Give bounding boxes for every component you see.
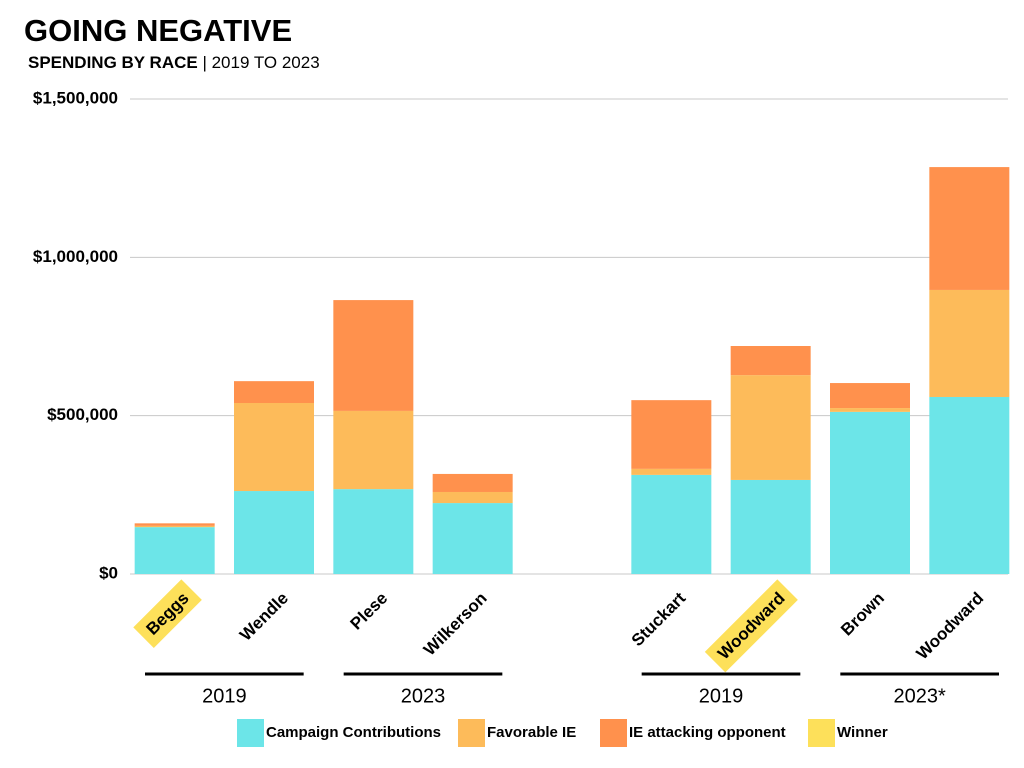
category-label-group: Stuckart bbox=[628, 588, 690, 650]
bar-segment bbox=[234, 381, 314, 403]
legend-swatch bbox=[458, 719, 485, 747]
bar-segment bbox=[134, 523, 215, 526]
bar-segment bbox=[234, 403, 314, 492]
bar-segment bbox=[631, 474, 712, 574]
legend-swatch bbox=[237, 719, 264, 747]
x-tick-label: Wendle bbox=[236, 589, 292, 645]
category-label-group: Plese bbox=[346, 589, 391, 634]
y-tick-label: $500,000 bbox=[47, 405, 118, 424]
category-label-group: Brown bbox=[837, 589, 888, 640]
legend-label: Winner bbox=[837, 724, 888, 741]
bar-segment bbox=[432, 473, 513, 492]
subtitle-main: SPENDING BY RACE bbox=[28, 53, 198, 72]
winner-highlight bbox=[704, 579, 798, 673]
x-tick-label: Woodward bbox=[714, 589, 789, 664]
chart-title: GOING NEGATIVE bbox=[24, 13, 292, 48]
group-label: 2023* bbox=[894, 685, 946, 707]
chart-subtitle: SPENDING BY RACE | 2019 TO 2023 bbox=[28, 53, 320, 72]
x-tick-label: Wilkerson bbox=[420, 589, 491, 660]
subtitle-range: | 2019 TO 2023 bbox=[202, 53, 319, 72]
group-label: 2023 bbox=[401, 685, 446, 707]
legend-label: IE attacking opponent bbox=[629, 724, 786, 741]
bar-segment bbox=[929, 289, 1010, 397]
y-tick-label: $0 bbox=[99, 563, 118, 582]
bar-segment bbox=[134, 527, 215, 574]
bar-segment bbox=[134, 525, 215, 528]
bar-segment bbox=[234, 491, 314, 574]
bar-segment bbox=[631, 400, 712, 469]
category-label-group: Beggs bbox=[133, 579, 202, 648]
bar-segment bbox=[730, 346, 811, 376]
legend-swatch bbox=[808, 719, 835, 747]
category-label-group: Woodward bbox=[704, 579, 798, 673]
group-label: 2019 bbox=[699, 685, 744, 707]
x-tick-label: Woodward bbox=[913, 589, 988, 664]
bar-segment bbox=[830, 383, 910, 409]
category-label-group: Woodward bbox=[913, 589, 988, 664]
bar-segment bbox=[333, 300, 414, 411]
x-tick-label: Stuckart bbox=[628, 588, 690, 650]
bar-segment bbox=[929, 167, 1010, 290]
bar-segment bbox=[929, 396, 1010, 574]
bar-segment bbox=[830, 411, 910, 574]
x-tick-label: Plese bbox=[346, 589, 391, 634]
bar-segment bbox=[730, 375, 811, 480]
legend-swatch bbox=[600, 719, 627, 747]
bar-segment bbox=[333, 410, 414, 490]
bar-segment bbox=[830, 408, 910, 412]
category-label-group: Wendle bbox=[236, 589, 292, 645]
bar-segment bbox=[730, 479, 811, 574]
y-tick-label: $1,500,000 bbox=[33, 88, 118, 107]
group-label: 2019 bbox=[202, 685, 247, 707]
legend-label: Campaign Contributions bbox=[266, 724, 441, 741]
x-tick-label: Brown bbox=[837, 589, 888, 640]
bar-segment bbox=[333, 489, 414, 574]
bar-segment bbox=[631, 468, 712, 475]
bar-segment bbox=[432, 503, 513, 574]
y-tick-label: $1,000,000 bbox=[33, 247, 118, 266]
legend-label: Favorable IE bbox=[487, 724, 576, 741]
category-label-group: Wilkerson bbox=[420, 589, 491, 660]
bar-segment bbox=[432, 491, 513, 504]
winner-highlight bbox=[133, 579, 202, 648]
